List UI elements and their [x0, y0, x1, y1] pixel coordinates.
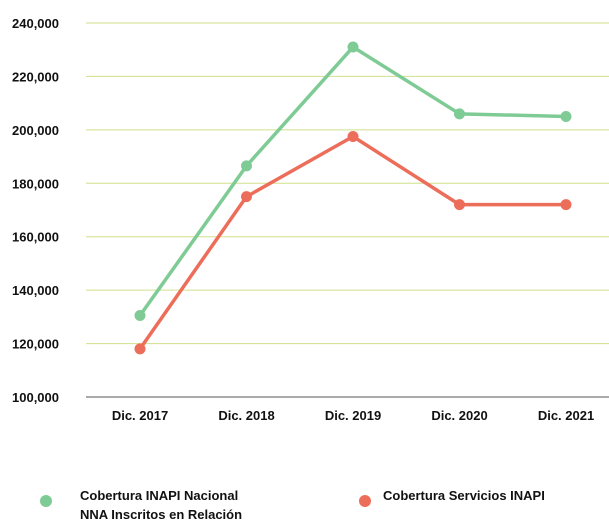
y-axis-ticks: 100,000 120,000 140,000 160,000 180,000 200,0…	[12, 16, 59, 405]
y-tick-label: 160,000	[12, 230, 59, 245]
data-point-1	[560, 199, 572, 211]
legend-dot-icon	[359, 495, 371, 507]
data-point-1	[454, 199, 465, 211]
y-tick-label: 100,000	[12, 390, 59, 405]
legend: Cobertura INAPI Nacional NNA Inscritos e…	[0, 486, 609, 524]
y-tick-label: 220,000	[12, 69, 59, 84]
y-tick-label: 140,000	[12, 283, 59, 298]
x-tick-label: Dic. 2019	[325, 408, 381, 423]
data-point-0	[347, 41, 359, 53]
line-chart: 100,000 120,000 140,000 160,000 180,000 200,0…	[12, 16, 609, 423]
legend-dot-icon	[40, 495, 52, 507]
data-point-1	[347, 131, 359, 143]
x-tick-label: Dic. 2021	[538, 408, 594, 423]
x-tick-label: Dic. 2018	[218, 408, 274, 423]
x-tick-label: Dic. 2020	[431, 408, 487, 423]
y-tick-label: 240,000	[12, 16, 59, 31]
legend-label-nacional: Cobertura INAPI Nacional NNA Inscritos e…	[80, 488, 243, 522]
data-point-1	[241, 191, 252, 203]
gridlines	[86, 22, 609, 398]
data-point-0	[454, 108, 465, 120]
y-tick-label: 180,000	[12, 176, 59, 191]
data-point-0	[241, 160, 252, 172]
data-point-0	[134, 310, 146, 322]
legend-item-nacional: Cobertura INAPI Nacional NNA Inscritos e…	[40, 486, 242, 524]
data-point-1	[134, 343, 146, 355]
series-line-1	[138, 134, 568, 351]
legend-label-servicios: Cobertura Servicios INAPI	[383, 488, 545, 503]
series-group	[134, 41, 572, 355]
x-axis-ticks: Dic. 2017 Dic. 2018 Dic. 2019 Dic. 2020 Dic.…	[112, 408, 594, 423]
series-line-0	[138, 45, 568, 318]
y-tick-label: 200,000	[12, 123, 59, 138]
data-point-0	[560, 111, 572, 122]
x-tick-label: Dic. 2017	[112, 408, 168, 423]
y-tick-label: 120,000	[12, 337, 59, 352]
legend-item-servicios: Cobertura Servicios INAPI	[359, 486, 545, 507]
